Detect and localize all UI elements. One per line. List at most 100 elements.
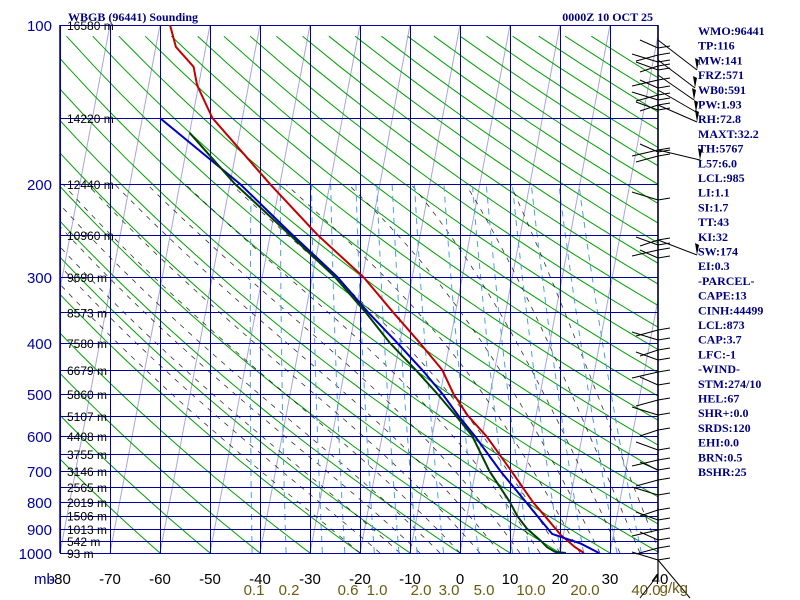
wind-barb-tick xyxy=(657,45,671,49)
wind-barb-tick xyxy=(657,327,671,331)
pressure-tick-label: 700 xyxy=(27,464,52,481)
pressure-tick-label: 400 xyxy=(27,336,52,353)
height-label: 7580 m xyxy=(67,337,107,351)
index-item: STM:274/10 xyxy=(698,377,761,391)
isotherm-line xyxy=(60,25,111,292)
wind-barb-tick xyxy=(657,255,671,259)
index-item: WMO:96441 xyxy=(698,24,765,38)
moist-adiabat-line xyxy=(60,225,421,553)
wind-barb-tick xyxy=(657,457,671,461)
temperature-tick-label: -60 xyxy=(149,571,171,588)
index-item: TH:5767 xyxy=(698,142,743,156)
dry-adiabat-line xyxy=(276,35,658,306)
index-item: -WIND- xyxy=(698,362,740,376)
moist-adiabat-line xyxy=(86,183,481,553)
height-label: 10960 m xyxy=(67,229,114,243)
moist-adiabat-line xyxy=(114,183,501,553)
wind-barb xyxy=(635,61,659,71)
wind-barb-tick xyxy=(657,492,671,496)
mixing-ratio-line xyxy=(578,183,642,553)
wind-barb-tick xyxy=(657,527,671,531)
mixing-ratio-label: 10.0 xyxy=(516,582,545,599)
index-item: CINH:44499 xyxy=(698,303,763,317)
wind-pennant xyxy=(695,243,699,255)
temperature-tick-label: -10 xyxy=(399,571,421,588)
pressure-tick-label: 300 xyxy=(27,270,52,287)
wind-barb-tick xyxy=(657,467,671,471)
dry-adiabat-line xyxy=(60,185,511,553)
mixing-ratio-line xyxy=(443,183,480,553)
mixing-ratio-unit-label: g/kg xyxy=(660,580,688,597)
height-label: 93 m xyxy=(67,547,94,561)
wind-barb xyxy=(631,371,659,379)
index-item: BSHR:25 xyxy=(698,465,747,479)
dry-adiabat-line xyxy=(223,35,658,351)
dry-adiabat-line xyxy=(144,35,658,421)
mixing-ratio-line xyxy=(530,183,585,553)
index-item: MW:141 xyxy=(698,53,743,67)
wind-barb xyxy=(639,249,659,259)
index-item: HEL:67 xyxy=(698,392,739,406)
dry-adiabat-line xyxy=(60,152,562,553)
mixing-ratio-label: 0.6 xyxy=(338,582,359,599)
index-item: LCL:873 xyxy=(698,318,745,332)
wind-barb xyxy=(631,191,659,201)
temperature-tick-label: 10 xyxy=(502,571,519,588)
dewpoint-profile xyxy=(188,132,567,553)
temperature-tick-label: 0 xyxy=(456,571,464,588)
wind-barb xyxy=(631,529,659,537)
temperature-tick-label: -40 xyxy=(249,571,271,588)
pressure-tick-label: 500 xyxy=(27,387,52,404)
index-item: LCL:985 xyxy=(698,171,745,185)
mixing-ratio-label: 1.0 xyxy=(367,582,388,599)
wind-barb xyxy=(631,149,659,157)
index-item: SI:1.7 xyxy=(698,200,728,214)
pressure-unit-label: mb xyxy=(34,571,55,588)
dry-adiabat-line xyxy=(302,35,658,285)
wind-barb-tick xyxy=(657,102,671,106)
dry-adiabat-line xyxy=(60,332,311,553)
wind-barb-tick xyxy=(657,537,671,541)
dry-adiabat-line xyxy=(60,458,161,553)
temperature-labels: -80 -70 -60 -50 -40 -30 -20 -10 0 10 20 30 40 xyxy=(49,571,668,588)
index-item: TP:116 xyxy=(698,39,735,53)
wind-barb xyxy=(635,479,659,487)
height-label: 1013 m xyxy=(67,523,107,537)
wind-barb xyxy=(635,155,659,163)
wind-barb xyxy=(657,149,701,161)
wind-barb xyxy=(657,239,698,256)
dry-adiabat-line xyxy=(60,414,211,553)
moist-adiabat-line xyxy=(509,183,658,550)
wind-barb-tick xyxy=(657,67,671,71)
wind-barb-tick xyxy=(657,337,671,341)
pressure-tick-label: 900 xyxy=(27,522,52,539)
wind-barb xyxy=(635,101,659,111)
index-item: WB0:591 xyxy=(698,83,746,97)
wind-barb-tick xyxy=(657,507,671,511)
wind-barb xyxy=(631,53,659,63)
height-label: 1506 m xyxy=(67,510,107,524)
moist-adiabat-line xyxy=(60,204,441,553)
pressure-grid xyxy=(60,25,658,554)
moist-adiabat-line xyxy=(285,183,581,553)
wind-pennant xyxy=(695,58,699,70)
index-item: L57:6.0 xyxy=(698,156,737,170)
temperature-tick-label: -30 xyxy=(299,571,321,588)
wind-barb xyxy=(639,79,659,89)
height-labels: 16580 m 14220 m 12440 m 10960 m 9690 m 8573 m… xyxy=(67,19,114,561)
mixing-ratio-label: 0.2 xyxy=(279,582,300,599)
wind-barb xyxy=(639,39,659,49)
mixing-ratio-label: 2.0 xyxy=(411,582,432,599)
temperature-tick-label: 20 xyxy=(552,571,569,588)
index-item: LI:1.1 xyxy=(698,186,730,200)
wind-pennant xyxy=(692,88,696,100)
wind-barb-tick xyxy=(657,412,671,416)
wind-barb xyxy=(639,143,659,153)
chart-time: 0000Z 10 OCT 25 xyxy=(562,10,653,24)
pressure-tick-label: 1000 xyxy=(19,546,52,563)
index-item: SW:174 xyxy=(698,245,738,259)
wind-barb-surface xyxy=(657,559,691,599)
wind-barb-tick xyxy=(657,153,671,157)
wind-barb xyxy=(635,441,659,451)
